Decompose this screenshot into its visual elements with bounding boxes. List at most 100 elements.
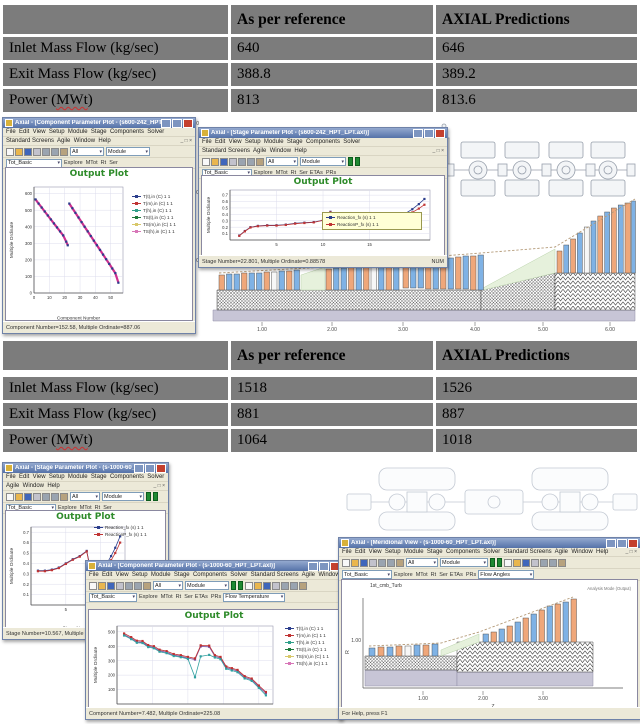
save-disk-icon[interactable] — [107, 581, 115, 590]
print-icon[interactable] — [116, 581, 124, 590]
print-icon[interactable] — [272, 581, 280, 590]
window-controls[interactable] — [606, 538, 638, 548]
open-folder-icon[interactable] — [15, 492, 23, 501]
cut-icon[interactable] — [42, 147, 50, 156]
print-icon[interactable] — [369, 558, 377, 567]
toolbar-icons[interactable] — [202, 157, 264, 166]
run-toggle-icons[interactable] — [490, 558, 502, 567]
copy-icon[interactable] — [247, 157, 255, 166]
print-icon[interactable] — [229, 157, 237, 166]
paste-icon[interactable] — [396, 558, 404, 567]
paste-icon[interactable] — [558, 558, 566, 567]
open-folder-icon[interactable] — [254, 581, 262, 590]
menu-bar[interactable]: File Edit View Setup Module Stage Compon… — [3, 128, 195, 137]
module-combobox[interactable]: Module ▾ — [185, 581, 229, 590]
print-icon[interactable] — [33, 147, 41, 156]
open-folder-icon[interactable] — [211, 157, 219, 166]
save-disk-icon[interactable] — [522, 558, 530, 567]
menu-bar-2[interactable]: Agile Window Help _ □ × — [3, 482, 168, 491]
menu-items[interactable]: Standard Screens Agile Window Help — [202, 148, 307, 154]
menu-items[interactable]: File Edit View Setup Module Stage Compon… — [6, 474, 168, 480]
toolbar[interactable]: All ▾ Module ▾ — [3, 146, 195, 158]
print-icon[interactable] — [531, 558, 539, 567]
module-combobox[interactable]: Module ▾ — [102, 492, 144, 501]
filter-combobox[interactable]: All ▾ — [266, 157, 298, 166]
new-doc-icon[interactable] — [342, 558, 350, 567]
menu-items[interactable]: Agile Window Help — [6, 483, 60, 489]
titlebar[interactable]: Axial - [Stage Parameter Plot - (s-1000-… — [3, 463, 168, 473]
menu-items[interactable]: File Edit View Setup Module Stage Compon… — [342, 549, 609, 555]
menu-bar-2[interactable]: Standard Screens Agile Window Help _ □ × — [199, 147, 447, 156]
copy-icon[interactable] — [387, 558, 395, 567]
open-folder-icon[interactable] — [351, 558, 359, 567]
paste-icon[interactable] — [299, 581, 307, 590]
explore-toolbar-text[interactable]: Explore MTot Rt Ser — [254, 170, 308, 176]
menu-bar[interactable]: File Edit View Setup Module Stage Compon… — [339, 548, 640, 557]
new-doc-icon[interactable] — [202, 157, 210, 166]
toolbar[interactable]: All ▾ Module ▾ — [339, 557, 640, 569]
toolbar[interactable]: All ▾ Module ▾ — [199, 156, 447, 168]
toolbar-2[interactable]: Tot_Basic ▾ Explore MTot Rt Ser ETAs PRs … — [339, 569, 640, 581]
filter-combobox[interactable]: All ▾ — [153, 581, 183, 590]
titlebar[interactable]: Axial - [Component Parameter Plot - (s60… — [3, 118, 195, 128]
copy-icon[interactable] — [51, 492, 59, 501]
toolbar[interactable]: All ▾ Module ▾ — [86, 580, 342, 592]
open-folder-icon[interactable] — [513, 558, 521, 567]
cut-icon[interactable] — [238, 157, 246, 166]
filter-combobox[interactable]: All ▾ — [70, 492, 100, 501]
save-disk-icon[interactable] — [360, 558, 368, 567]
explore-toolbar-text[interactable]: Explore MTot Rt Ser — [394, 571, 448, 578]
mdi-window-buttons[interactable]: _ □ × — [180, 138, 193, 144]
mdi-window-buttons[interactable]: _ □ × — [625, 549, 638, 555]
explore-toolbar-text[interactable]: Explore MTot Rt Ser — [58, 505, 112, 511]
run-toggle-icons[interactable] — [348, 157, 360, 166]
menu-bar[interactable]: File Edit View Setup Module Stage Compon… — [86, 571, 342, 580]
new-doc-icon[interactable] — [504, 558, 512, 567]
toolbar-icons-extra[interactable] — [245, 581, 307, 590]
cut-icon[interactable] — [125, 581, 133, 590]
etas-toolbar-text[interactable]: ETAs PRs — [309, 170, 337, 176]
toolbar-icons-extra[interactable] — [504, 558, 566, 567]
toolbar[interactable]: All ▾ Module ▾ — [3, 491, 168, 503]
save-disk-icon[interactable] — [263, 581, 271, 590]
menu-items[interactable]: File Edit View Setup Module Stage Compon… — [89, 572, 342, 578]
window-controls[interactable] — [413, 128, 445, 138]
window-controls[interactable] — [161, 118, 193, 128]
cut-icon[interactable] — [540, 558, 548, 567]
paste-icon[interactable] — [143, 581, 151, 590]
explore-toolbar-text[interactable]: Explore MTot Rt Ser — [139, 594, 193, 600]
basic-combobox[interactable]: Tot_Basic ▾ — [342, 570, 392, 579]
paste-icon[interactable] — [256, 157, 264, 166]
cut-icon[interactable] — [281, 581, 289, 590]
new-doc-icon[interactable] — [245, 581, 253, 590]
print-icon[interactable] — [33, 492, 41, 501]
module-combobox[interactable]: Module ▾ — [440, 558, 488, 567]
mdi-window-buttons[interactable]: _ □ × — [153, 483, 166, 489]
new-doc-icon[interactable] — [6, 147, 14, 156]
save-disk-icon[interactable] — [24, 492, 32, 501]
open-folder-icon[interactable] — [15, 147, 23, 156]
toolbar-icons[interactable] — [6, 492, 68, 501]
paste-icon[interactable] — [60, 492, 68, 501]
menu-bar[interactable]: File Edit View Setup Module Stage Compon… — [3, 473, 168, 482]
cut-icon[interactable] — [378, 558, 386, 567]
window-controls[interactable] — [134, 463, 166, 473]
titlebar[interactable]: Axial - [Component Parameter Plot - (s-1… — [86, 561, 342, 571]
toolbar-icons[interactable] — [6, 147, 68, 156]
toolbar-icons[interactable] — [89, 581, 151, 590]
filter-combobox[interactable]: All ▾ — [406, 558, 438, 567]
new-doc-icon[interactable] — [6, 492, 14, 501]
toolbar-icons[interactable] — [342, 558, 404, 567]
new-doc-icon[interactable] — [89, 581, 97, 590]
module-combobox[interactable]: Module ▾ — [300, 157, 346, 166]
cut-icon[interactable] — [42, 492, 50, 501]
menu-items[interactable]: File Edit View Setup Module Stage Compon… — [6, 129, 165, 135]
run-toggle-icons[interactable] — [146, 492, 158, 501]
titlebar[interactable]: Axial - [Meridional View - (s-1000-60_HP… — [339, 538, 640, 548]
toolbar-2[interactable]: Tot_Basic ▾ Explore MTot Rt Ser ETAs PRs … — [86, 592, 342, 603]
filter-combobox[interactable]: All ▾ — [70, 147, 104, 156]
open-folder-icon[interactable] — [98, 581, 106, 590]
copy-icon[interactable] — [549, 558, 557, 567]
menu-bar-2[interactable]: Standard Screens Agile Window Help _ □ × — [3, 137, 195, 146]
titlebar[interactable]: Axial - [Stage Parameter Plot - (s600-24… — [199, 128, 447, 138]
